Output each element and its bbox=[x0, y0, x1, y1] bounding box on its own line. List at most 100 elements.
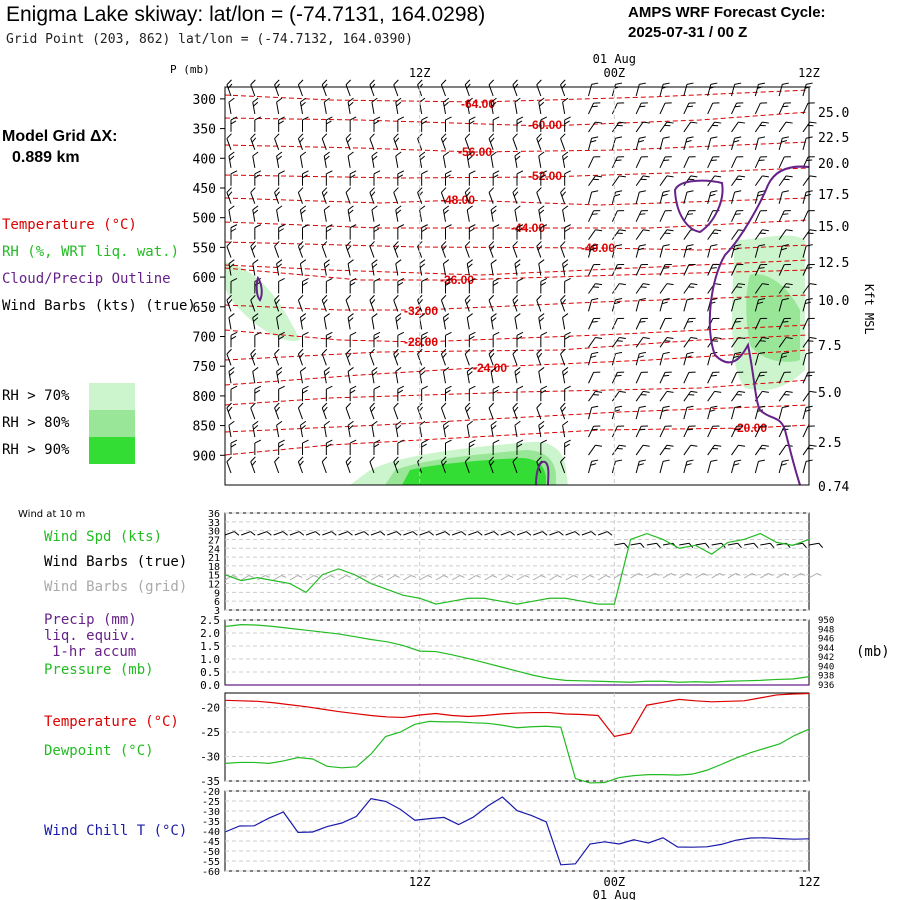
wind-barb-flag bbox=[782, 298, 789, 301]
wind-barb bbox=[488, 456, 495, 474]
wind-barb bbox=[588, 298, 599, 312]
wind-barb-flag bbox=[443, 209, 449, 215]
wind-barb-true bbox=[614, 542, 629, 548]
wind-barb-flag bbox=[614, 409, 621, 412]
wind-barb-staff bbox=[322, 575, 331, 581]
wind-barb-flag bbox=[733, 140, 740, 143]
wind-barb-staff bbox=[635, 337, 644, 348]
wind-barb-flag bbox=[666, 121, 674, 124]
wind-barb-flag bbox=[492, 278, 500, 282]
wind-barb bbox=[635, 156, 648, 169]
wind-barb-flag bbox=[540, 170, 548, 175]
wind-barb bbox=[512, 402, 519, 420]
wind-barb-staff bbox=[442, 317, 446, 330]
wind-barb-staff bbox=[395, 317, 399, 330]
wind-barb bbox=[536, 241, 543, 258]
wind-barb-flag bbox=[663, 190, 670, 193]
wind-barb bbox=[492, 170, 500, 186]
wind-barb-staff bbox=[297, 461, 303, 474]
wind-barb-flag bbox=[250, 187, 256, 193]
wind-barb-flag bbox=[302, 116, 309, 121]
wind-barb-staff bbox=[683, 426, 690, 438]
pressure-tick-label: 400 bbox=[193, 152, 216, 167]
wind-barb-staff bbox=[565, 575, 574, 581]
wind-barb-flag bbox=[595, 337, 603, 339]
wind-barb-flag bbox=[686, 136, 694, 139]
wind-barb-flag bbox=[809, 175, 817, 178]
wind-barb-flag bbox=[442, 137, 447, 143]
kft-tick-label: 20.0 bbox=[818, 157, 849, 172]
wind-barb-grid bbox=[468, 575, 481, 581]
wind-barb bbox=[274, 348, 280, 366]
wind-barb-flag bbox=[370, 83, 376, 89]
wind-barb-true bbox=[646, 542, 661, 548]
wind-barb-flag bbox=[641, 102, 648, 104]
wind-barb bbox=[540, 385, 548, 402]
wind-barb bbox=[802, 229, 817, 240]
wind-barb-flag bbox=[253, 101, 259, 107]
wind-barb-staff bbox=[731, 391, 739, 402]
pressure-tick-label: 350 bbox=[193, 123, 216, 138]
wind-barb bbox=[588, 190, 599, 204]
wind-barb-flag bbox=[665, 371, 672, 373]
wind-barb-staff bbox=[403, 575, 412, 581]
wind-barb-flag bbox=[373, 224, 381, 229]
wind-barb-flag bbox=[564, 278, 571, 282]
wind-barb-flag bbox=[736, 425, 744, 427]
wind-barb-flag bbox=[278, 439, 285, 444]
wind-barb-flag bbox=[253, 425, 259, 430]
wind-barb-staff bbox=[536, 192, 542, 204]
wind-barb-flag bbox=[492, 282, 499, 286]
wind-barb-flag bbox=[712, 156, 720, 158]
wind-barb-flag bbox=[690, 121, 698, 124]
wind-barb-flag bbox=[298, 456, 304, 463]
wind-barb bbox=[325, 224, 333, 240]
cloud-outline bbox=[535, 460, 550, 486]
wind-barb-staff bbox=[707, 156, 714, 169]
wind-barb-flag bbox=[802, 542, 807, 548]
wind-barb-flag bbox=[321, 133, 328, 139]
wind-barb-staff bbox=[754, 407, 759, 420]
wind-barb-flag bbox=[443, 151, 450, 157]
wind-barb-flag bbox=[736, 156, 744, 158]
wind-barb bbox=[299, 205, 307, 222]
wind-barb-flag bbox=[396, 101, 402, 107]
wind-barb-staff bbox=[802, 426, 809, 438]
wind-barb-staff bbox=[588, 337, 596, 348]
wind-barb-staff bbox=[588, 299, 593, 312]
wind-barb bbox=[538, 420, 545, 438]
wind-barb bbox=[731, 444, 746, 456]
wind-barb-staff bbox=[560, 246, 566, 258]
wind-barb-flag bbox=[492, 385, 500, 390]
wind-barb-flag bbox=[226, 187, 232, 193]
wind-barb-staff bbox=[707, 391, 715, 402]
wind-barb-staff bbox=[500, 575, 509, 581]
wind-barb bbox=[635, 425, 648, 438]
wind-barb bbox=[421, 116, 428, 132]
wind-barb-staff bbox=[659, 175, 668, 187]
wind-barb bbox=[254, 116, 262, 132]
wind-barb-flag bbox=[421, 278, 428, 282]
wind-barb-staff bbox=[464, 192, 470, 204]
wind-barb bbox=[492, 224, 500, 240]
wind-barb bbox=[254, 331, 262, 348]
wind-barb-flag bbox=[639, 321, 646, 323]
temp-panel-frame bbox=[224, 692, 810, 782]
wind-barb-staff bbox=[347, 155, 351, 168]
wind-barb-grid bbox=[435, 575, 449, 581]
wind-barb-staff bbox=[393, 299, 399, 312]
wind-barb-flag bbox=[690, 444, 698, 447]
wind-barb-true bbox=[808, 542, 824, 548]
kft-tick-label: 10.0 bbox=[818, 294, 849, 309]
wind-barb-staff bbox=[588, 138, 593, 150]
wind-barb-flag bbox=[467, 263, 473, 269]
wind-barb-flag bbox=[558, 531, 564, 536]
wind-barb-staff bbox=[679, 542, 690, 546]
wind-barb-staff bbox=[257, 575, 266, 581]
precip-panel-frame bbox=[224, 619, 810, 686]
wind-barb-flag bbox=[536, 187, 542, 193]
wind-barb-flag bbox=[785, 337, 793, 339]
wind-barb-flag bbox=[663, 298, 670, 301]
wind-barb-flag bbox=[639, 82, 646, 85]
wind-barb-flag bbox=[593, 263, 601, 266]
